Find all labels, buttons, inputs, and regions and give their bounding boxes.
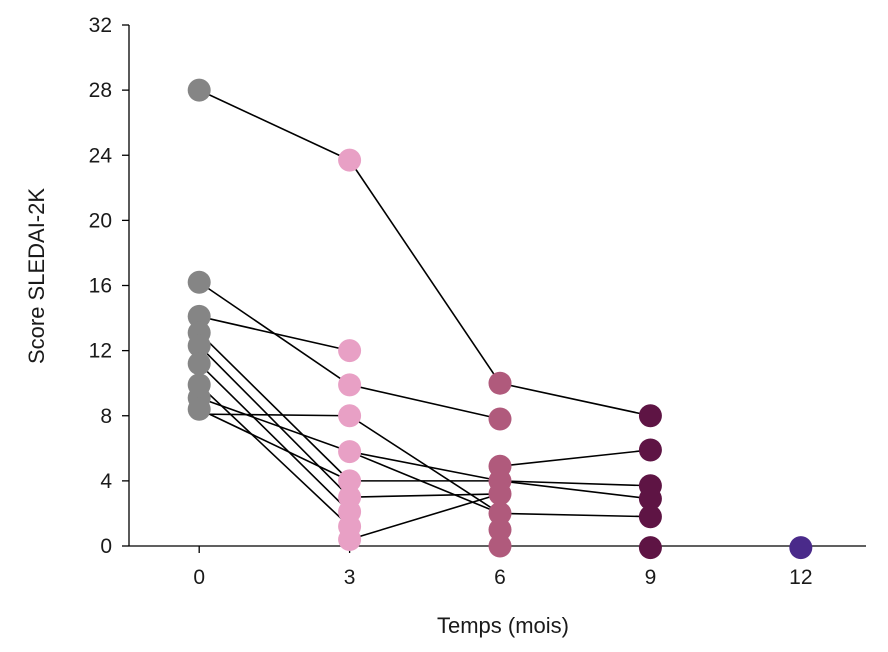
data-point-month-6: [488, 482, 512, 506]
y-tick-label: 16: [89, 275, 112, 298]
data-point-month-9: [638, 505, 662, 529]
patient-line-segment: [349, 493, 501, 498]
patient-line-segment: [199, 315, 350, 352]
data-point-month-3: [338, 527, 362, 551]
patient-line-segment: [348, 159, 501, 384]
patient-line-segment: [198, 89, 350, 161]
y-tick-label: 0: [100, 535, 112, 558]
patient-line-segment: [198, 332, 351, 482]
data-point-month-9: [638, 536, 662, 560]
y-axis-ticks: 0 4 8 12 16 20 24 28 32: [89, 14, 129, 558]
x-tick-label: 3: [344, 566, 356, 589]
data-point-month-6: [488, 371, 512, 395]
patient-line-segment: [349, 450, 501, 515]
data-point-month-3: [338, 373, 362, 397]
data-point-month-9: [638, 487, 662, 511]
data-point-month-3: [338, 440, 362, 464]
data-point-month-0: [187, 334, 211, 358]
x-tick-label: 0: [193, 566, 205, 589]
y-tick-label: 12: [89, 340, 112, 363]
patient-line-segment: [499, 512, 651, 518]
patient-line-segment: [499, 480, 651, 487]
patient-line-segment: [499, 382, 651, 417]
x-tick-label: 6: [494, 566, 506, 589]
patient-line-segment: [349, 493, 501, 541]
data-point-month-0: [187, 78, 211, 102]
patient-line-segment: [499, 449, 651, 468]
data-point-month-6: [488, 534, 512, 558]
y-tick-label: 32: [89, 14, 112, 37]
y-tick-label: 4: [100, 470, 112, 493]
data-point-month-3: [338, 148, 362, 172]
data-point-month-0: [187, 304, 211, 328]
data-point-month-6: [488, 407, 512, 431]
patient-line-segment: [198, 345, 351, 498]
y-axis-title: Score SLEDAI-2K: [24, 188, 49, 364]
data-point-month-6: [488, 518, 512, 542]
patient-line-segment: [349, 415, 501, 515]
patient-line-segment: [199, 413, 350, 417]
data-point-month-3: [338, 469, 362, 493]
data-points: [187, 78, 813, 560]
data-point-month-0: [187, 270, 211, 294]
data-point-month-9: [638, 404, 662, 428]
data-point-month-3: [338, 404, 362, 428]
patient-line-segment: [349, 450, 501, 482]
x-tick-label: 9: [645, 566, 657, 589]
y-tick-label: 28: [89, 79, 112, 102]
patient-line-segment: [198, 397, 350, 453]
x-tick-label: 12: [789, 566, 812, 589]
y-tick-label: 20: [89, 209, 112, 232]
data-point-month-12: [789, 536, 813, 560]
patient-line-segment: [198, 363, 351, 513]
patient-line-segment: [198, 384, 351, 528]
patient-line-segment: [198, 408, 350, 482]
data-point-month-3: [338, 339, 362, 363]
data-point-month-0: [187, 352, 211, 376]
patient-line-segment: [499, 480, 651, 500]
x-axis-title: Temps (mois): [437, 613, 569, 638]
data-point-month-6: [488, 501, 512, 525]
data-point-month-9: [638, 438, 662, 462]
patient-lines: [198, 89, 651, 541]
patient-line-segment: [349, 384, 501, 420]
y-tick-label: 8: [100, 405, 112, 428]
data-point-month-0: [187, 397, 211, 421]
y-tick-label: 24: [89, 144, 113, 167]
